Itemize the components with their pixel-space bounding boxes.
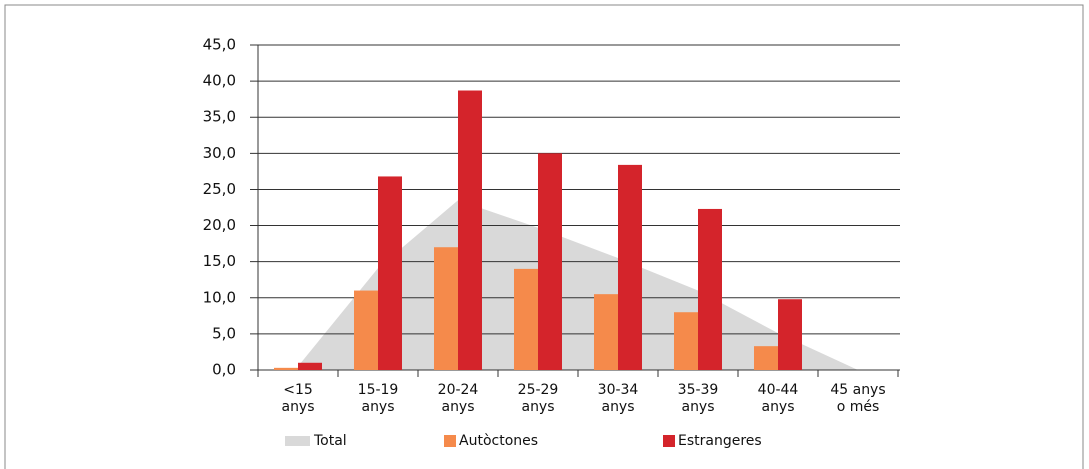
x-tick-label: 30-34 (598, 382, 639, 398)
x-tick-label: 45 anys (830, 382, 885, 398)
x-tick-label: 20-24 (438, 382, 479, 398)
x-tick-label: anys (281, 399, 314, 415)
legend-label: Autòctones (459, 433, 538, 449)
y-tick-label: 25,0 (203, 180, 236, 198)
bar (538, 153, 562, 370)
bar (594, 294, 618, 370)
bar (434, 247, 458, 370)
legend-swatch (444, 435, 456, 447)
x-tick-label: anys (761, 399, 794, 415)
x-tick-label: 25-29 (518, 382, 559, 398)
bar (298, 362, 322, 370)
legend-label: Estrangeres (678, 433, 762, 449)
bar (378, 176, 402, 370)
x-tick-label: anys (441, 399, 474, 415)
bar (698, 208, 722, 370)
legend-label: Total (313, 433, 347, 449)
x-tick-label: anys (521, 399, 554, 415)
y-tick-label: 40,0 (203, 72, 236, 90)
bar (618, 164, 642, 370)
y-tick-label: 10,0 (203, 288, 236, 306)
bar (514, 268, 538, 370)
y-tick-label: 0,0 (212, 361, 236, 379)
bar (674, 312, 698, 370)
x-tick-label: anys (601, 399, 634, 415)
y-tick-label: 35,0 (203, 108, 236, 126)
bar (754, 346, 778, 370)
legend-swatch (285, 436, 310, 446)
bar (778, 299, 802, 370)
bar (274, 367, 298, 370)
x-tick-label: 40-44 (758, 382, 799, 398)
y-tick-label: 15,0 (203, 252, 236, 270)
bar (458, 90, 482, 370)
x-tick-label: 35-39 (678, 382, 719, 398)
x-tick-label: o més (837, 399, 880, 415)
x-tick-label: 15-19 (358, 382, 399, 398)
y-tick-label: 5,0 (212, 324, 236, 342)
frame (4, 4, 1084, 469)
y-tick-label: 20,0 (203, 216, 236, 234)
bar (354, 290, 378, 370)
y-tick-label: 30,0 (203, 144, 236, 162)
x-tick-label: anys (681, 399, 714, 415)
legend-swatch (663, 435, 675, 447)
x-tick-label: <15 (283, 382, 313, 398)
y-tick-label: 45,0 (203, 36, 236, 54)
x-tick-label: anys (361, 399, 394, 415)
